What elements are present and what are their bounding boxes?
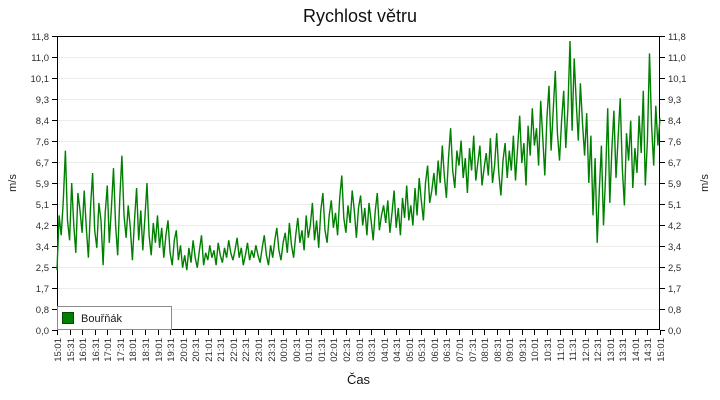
x-tick-label: 05:01	[405, 338, 416, 362]
x-tick-label: 23:31	[267, 338, 278, 362]
y-tick-label: 1,7	[668, 284, 681, 295]
x-tick-label: 18:01	[128, 338, 139, 362]
x-axis-title: Čas	[346, 372, 371, 387]
x-tick-label: 05:31	[417, 338, 428, 362]
y-tick-label: 3,4	[36, 242, 49, 253]
x-tick-label: 15:31	[66, 338, 77, 362]
x-tick-label: 18:31	[141, 338, 152, 362]
y-tick-label: 5,1	[36, 200, 49, 211]
x-tick-label: 15:01	[53, 338, 64, 362]
y-tick-label: 2,5	[668, 263, 681, 274]
x-tick-label: 02:31	[342, 338, 353, 362]
y-tick-label: 4,2	[36, 221, 49, 232]
x-tick-label: 13:31	[618, 338, 629, 362]
x-tick-label: 09:01	[505, 338, 516, 362]
y-tick-label: 6,7	[668, 158, 681, 169]
x-tick-label: 17:01	[103, 338, 114, 362]
y-tick-label: 11,8	[668, 32, 686, 43]
x-tick-label: 20:31	[191, 338, 202, 362]
y-tick-label: 3,4	[668, 242, 681, 253]
y-tick-label: 9,3	[36, 95, 49, 106]
x-tick-label: 12:01	[581, 338, 592, 362]
y-tick-label: 0,8	[36, 305, 49, 316]
x-tick-label: 16:01	[78, 338, 89, 362]
x-tick-label: 17:31	[116, 338, 127, 362]
x-tick-label: 09:31	[518, 338, 529, 362]
x-tick-label: 21:31	[216, 338, 227, 362]
y-tick-label: 2,5	[36, 263, 49, 274]
y-tick-label: 11,0	[668, 53, 686, 64]
x-tick-label: 11:31	[568, 338, 579, 361]
y-tick-label: 11,8	[31, 32, 49, 43]
y-tick-label: 0,8	[668, 305, 681, 316]
y-tick-label: 6,7	[36, 158, 49, 169]
x-tick-label: 07:31	[468, 338, 479, 362]
x-tick-label: 19:31	[166, 338, 177, 362]
y-tick-label: 8,4	[36, 116, 49, 127]
x-tick-label: 04:31	[392, 338, 403, 362]
x-tick-label: 14:31	[643, 338, 654, 362]
x-tick-label: 10:01	[530, 338, 541, 362]
x-tick-label: 08:01	[480, 338, 491, 362]
x-tick-label: 20:01	[179, 338, 190, 362]
x-tick-label: 07:01	[455, 338, 466, 362]
y-tick-label: 10,1	[31, 74, 50, 85]
legend-swatch	[62, 312, 74, 324]
legend-box	[57, 306, 172, 330]
x-tick-label: 12:31	[593, 338, 604, 362]
x-tick-label: 15:01	[656, 338, 667, 362]
y-tick-label: 5,1	[668, 200, 681, 211]
x-tick-label: 23:01	[254, 338, 265, 362]
plot-border	[57, 36, 660, 330]
y-tick-label: 7,6	[36, 137, 49, 148]
x-tick-label: 04:01	[380, 338, 391, 362]
x-tick-label: 22:01	[229, 338, 240, 362]
y-tick-label: 4,2	[668, 221, 681, 232]
x-tick-label: 11:01	[556, 338, 567, 361]
x-tick-label: 16:31	[91, 338, 102, 362]
x-tick-label: 22:31	[241, 338, 252, 362]
y-tick-label: 7,6	[668, 137, 681, 148]
chart-title: Rychlost větru	[302, 6, 418, 26]
wind-speed-line	[56, 40, 661, 271]
y-tick-label: 1,7	[36, 284, 49, 295]
x-tick-label: 00:01	[279, 338, 290, 362]
x-tick-label: 06:31	[442, 338, 453, 362]
x-tick-label: 03:31	[367, 338, 378, 362]
y-tick-label: 5,9	[36, 179, 49, 190]
y-tick-label: 5,9	[668, 179, 681, 190]
x-tick-label: 06:01	[430, 338, 441, 362]
x-tick-label: 19:01	[154, 338, 165, 362]
y-tick-label: 9,3	[668, 95, 681, 106]
y-tick-label: 8,4	[668, 116, 681, 127]
x-tick-label: 08:31	[493, 338, 504, 362]
x-tick-label: 14:01	[631, 338, 642, 362]
y-tick-label: 0,0	[36, 326, 49, 337]
x-tick-label: 02:01	[329, 338, 340, 362]
y-tick-label: 11,0	[31, 53, 49, 64]
x-tick-label: 03:01	[355, 338, 366, 362]
x-tick-label: 00:31	[292, 338, 303, 362]
y-tick-label: 0,0	[668, 326, 681, 337]
x-tick-label: 01:01	[304, 338, 315, 362]
x-tick-label: 13:01	[606, 338, 617, 362]
x-tick-label: 01:31	[317, 338, 328, 362]
x-tick-label: 21:01	[204, 338, 215, 362]
legend-label: Bouřňák	[81, 313, 122, 325]
x-tick-label: 10:31	[543, 338, 554, 362]
y-tick-label: 10,1	[668, 74, 687, 85]
